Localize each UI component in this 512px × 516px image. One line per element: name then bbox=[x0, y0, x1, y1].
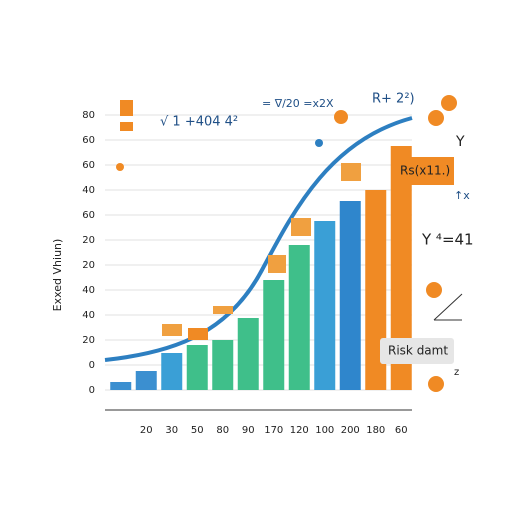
x-tick-label: 60 bbox=[395, 425, 408, 436]
decor-coin bbox=[428, 110, 444, 126]
annotation: Y bbox=[455, 134, 465, 150]
decor-box bbox=[268, 255, 286, 273]
decor-box bbox=[120, 122, 133, 131]
x-tick-label: 20 bbox=[140, 425, 153, 436]
bar bbox=[339, 201, 361, 390]
x-tick-label: 180 bbox=[366, 425, 385, 436]
y-tick-label: 20 bbox=[82, 335, 95, 346]
annotation: ↑x bbox=[454, 189, 470, 202]
decor-box bbox=[291, 218, 311, 236]
decor-arrows bbox=[433, 293, 463, 321]
x-tick-label: 170 bbox=[264, 425, 283, 436]
decor-dot bbox=[116, 163, 124, 171]
decor-box bbox=[188, 328, 208, 340]
decor-box bbox=[341, 163, 361, 181]
x-tick-label: 50 bbox=[191, 425, 204, 436]
decor-box bbox=[162, 324, 182, 336]
bar bbox=[390, 146, 412, 390]
annotation: Y ⁴=41 bbox=[421, 231, 474, 249]
y-tick-label: 60 bbox=[82, 210, 95, 221]
x-tick-label: 120 bbox=[290, 425, 309, 436]
annotation: Rs(x11.) bbox=[400, 164, 450, 178]
y-tick-label: 60 bbox=[82, 160, 95, 171]
annotation-box bbox=[380, 338, 454, 364]
y-axis-label: Exxed Vhiun) bbox=[51, 239, 64, 312]
bar bbox=[110, 382, 132, 390]
annotation-box bbox=[392, 157, 454, 185]
trend-curve bbox=[104, 116, 413, 362]
decor-coin bbox=[334, 110, 348, 124]
annotation: z bbox=[454, 367, 459, 378]
plot: 0 0 20 40 40 20 20 60 40 60 60 80 20 30 50 80 90 170 120 10… bbox=[82, 110, 412, 436]
y-tick-label: 20 bbox=[82, 235, 95, 246]
annotation: Risk damt bbox=[388, 344, 448, 358]
x-tick-label: 200 bbox=[341, 425, 360, 436]
bar bbox=[314, 221, 336, 390]
decor-box bbox=[213, 306, 233, 314]
bar bbox=[135, 371, 157, 390]
x-tick-label: 30 bbox=[165, 425, 178, 436]
decor-dot bbox=[315, 139, 323, 147]
bar bbox=[161, 353, 183, 390]
x-tick-label: 80 bbox=[216, 425, 229, 436]
y-tick-label: 20 bbox=[82, 260, 95, 271]
y-tick-label: 60 bbox=[82, 135, 95, 146]
x-tick-label: 100 bbox=[315, 425, 334, 436]
annotation: √ 1 +404 4² bbox=[160, 115, 238, 130]
y-tick-label: 80 bbox=[82, 110, 95, 121]
decor-coin bbox=[426, 282, 442, 298]
bar bbox=[263, 280, 285, 390]
y-tick-label: 40 bbox=[82, 285, 95, 296]
decor-coin bbox=[441, 95, 457, 111]
y-tick-label: 40 bbox=[82, 185, 95, 196]
bar bbox=[212, 340, 234, 390]
annotation: R+ 2²) bbox=[372, 92, 415, 107]
bar bbox=[186, 345, 208, 390]
bar bbox=[237, 318, 259, 390]
annotation: = ∇/20 =x2X bbox=[262, 97, 334, 110]
decor-box bbox=[120, 100, 133, 116]
decor-coin bbox=[428, 376, 444, 392]
y-tick-label: 40 bbox=[82, 310, 95, 321]
bar bbox=[288, 245, 310, 390]
y-tick-label: 0 bbox=[89, 360, 95, 371]
x-tick-label: 90 bbox=[242, 425, 255, 436]
y-tick-label: 0 bbox=[89, 385, 95, 396]
